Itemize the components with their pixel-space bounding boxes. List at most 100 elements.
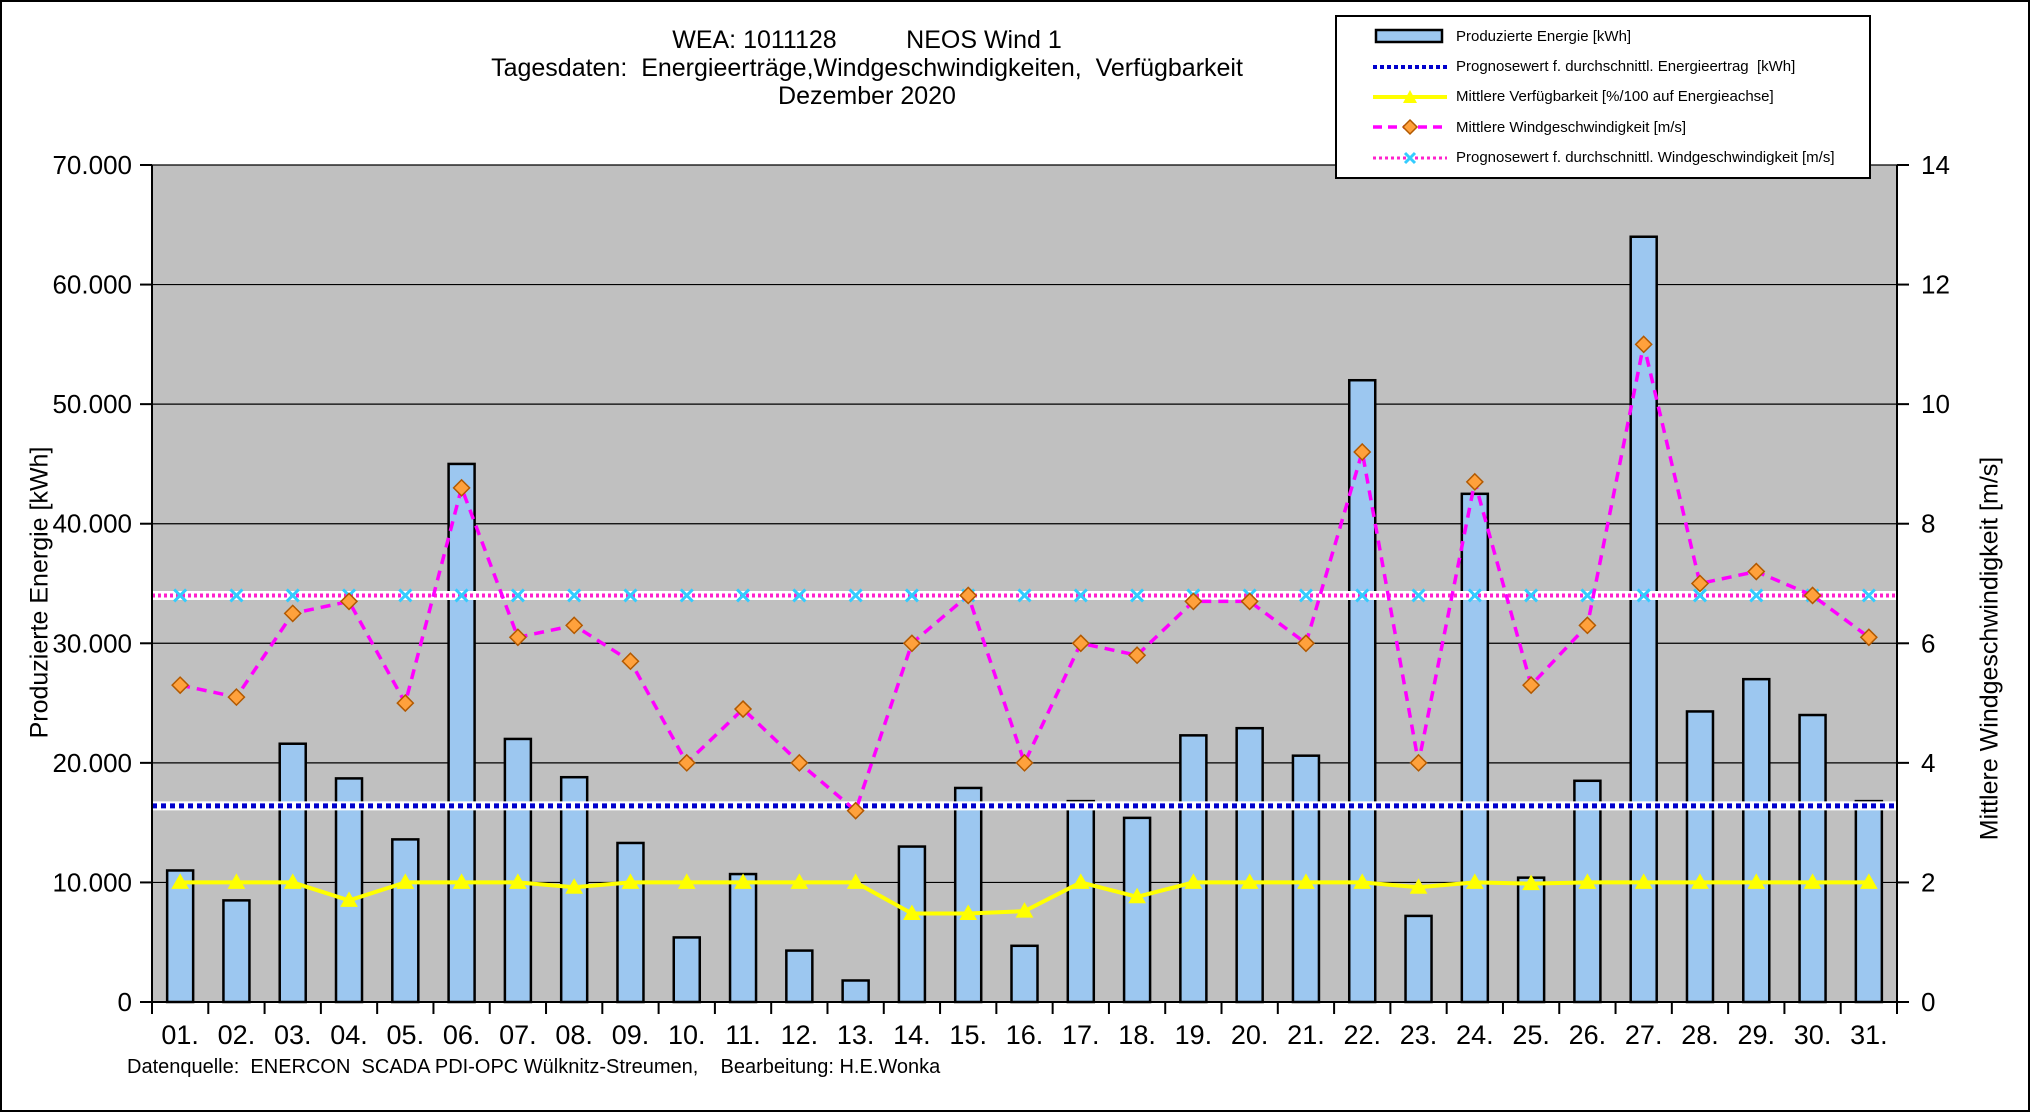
y-right-tick-label: 8 <box>1921 509 1935 539</box>
verfuegbarkeit-marker-15. <box>959 904 978 921</box>
windgeschwindigkeit-marker-01. <box>171 676 190 695</box>
y-left-tick-label: 10.000 <box>52 867 132 897</box>
windgeschwindigkeit-marker-27. <box>1634 335 1653 354</box>
chart-legend: Produzierte Energie [kWh] Prognosewert f.… <box>1335 15 1871 179</box>
verfuegbarkeit-marker-22. <box>1353 873 1372 889</box>
prognose-wind-marker <box>510 588 525 603</box>
bar-day-03. <box>278 742 307 1004</box>
windgeschwindigkeit-marker-13. <box>846 801 865 820</box>
windgeschwindigkeit-marker-03. <box>283 604 302 623</box>
prognose-wind-marker <box>285 588 300 603</box>
chart-title-line1: WEA: 1011128 NEOS Wind 1 <box>672 26 1062 54</box>
verfuegbarkeit-marker-31. <box>1859 873 1878 889</box>
legend-item-2: Prognosewert f. durchschnittl. Energieer… <box>1373 58 1863 76</box>
bar-day-23. <box>1404 914 1433 1004</box>
legend-item-1: Produzierte Energie [kWh] <box>1373 27 1863 45</box>
verfuegbarkeit-marker-07. <box>509 873 527 889</box>
verfuegbarkeit-marker-01. <box>171 873 190 889</box>
legend-swatch-dotted-magenta-x-icon <box>1373 151 1447 164</box>
bar-day-27. <box>1629 235 1658 1004</box>
legend-item-label: Produzierte Energie [kWh] <box>1456 27 1632 45</box>
x-tick-label: 17. <box>1062 1020 1100 1050</box>
bar-day-31. <box>1854 799 1884 1004</box>
x-tick-label: 16. <box>1006 1020 1044 1050</box>
prognose-wind-marker <box>1298 588 1314 603</box>
prognose-wind-marker <box>679 588 694 603</box>
x-tick-label: 26. <box>1569 1020 1607 1050</box>
y-left-tick-label: 40.000 <box>52 509 132 539</box>
verfuegbarkeit-marker-24. <box>1465 873 1484 889</box>
y-left-tick-label: 50.000 <box>52 389 132 419</box>
x-tick-label: 20. <box>1231 1020 1269 1050</box>
windgeschwindigkeit-marker-19. <box>1184 592 1203 611</box>
windgeschwindigkeit-marker-07. <box>508 628 527 647</box>
legend-item-label: Mittlere Verfügbarkeit [%/100 auf Energi… <box>1456 88 1774 106</box>
x-tick-label: 05. <box>387 1020 425 1050</box>
verfuegbarkeit-marker-25. <box>1522 874 1540 891</box>
bar-day-30. <box>1798 713 1827 1004</box>
legend-swatch-dashed-magenta-diamond-icon <box>1373 119 1447 136</box>
prognose-wind-marker <box>904 588 919 603</box>
y-left-tick-label: 60.000 <box>52 270 132 300</box>
verfuegbarkeit-marker-28. <box>1691 873 1709 889</box>
bar-day-09. <box>616 841 645 1004</box>
x-tick-label: 25. <box>1512 1020 1550 1050</box>
chart-title-line2: Tagesdaten: Energieerträge,Windgeschwind… <box>491 54 1243 82</box>
prognose-wind-marker <box>567 588 582 603</box>
legend-item-label: Mittlere Windgeschwindigkeit [m/s] <box>1456 118 1687 136</box>
legend-swatch-bar-icon <box>1374 28 1444 44</box>
bar-day-06. <box>447 462 476 1004</box>
windgeschwindigkeit-marker-28. <box>1690 574 1710 593</box>
bar-day-18. <box>1122 816 1152 1004</box>
x-tick-label: 02. <box>218 1020 256 1050</box>
legend-item-label: Prognosewert f. durchschnittl. Energieer… <box>1456 58 1796 76</box>
windgeschwindigkeit-marker-29. <box>1747 562 1766 581</box>
verfuegbarkeit-marker-08. <box>565 878 584 894</box>
x-tick-label: 11. <box>725 1020 761 1050</box>
y-right-tick-label: 12 <box>1921 270 1950 300</box>
verfuegbarkeit-marker-19. <box>1184 873 1203 889</box>
verfuegbarkeit-marker-21. <box>1297 873 1315 889</box>
y-right-tick-label: 10 <box>1921 389 1950 419</box>
x-tick-label: 13. <box>837 1020 875 1050</box>
y-right-tick-label: 4 <box>1921 748 1935 778</box>
prognose-wind-marker <box>1130 588 1145 603</box>
verfuegbarkeit-marker-10. <box>677 873 696 889</box>
x-tick-label: 06. <box>443 1020 481 1050</box>
verfuegbarkeit-marker-03. <box>283 873 302 889</box>
windgeschwindigkeit-marker-04. <box>339 592 359 611</box>
x-tick-label: 21. <box>1287 1020 1325 1050</box>
bar-day-12. <box>785 949 814 1004</box>
legend-item-4: Mittlere Windgeschwindigkeit [m/s] <box>1373 118 1863 136</box>
windgeschwindigkeit-marker-02. <box>227 688 246 707</box>
bar-day-29. <box>1742 677 1771 1004</box>
windgeschwindigkeit-marker-24. <box>1465 472 1484 491</box>
bar-day-15. <box>953 786 983 1004</box>
legend-item-label: Prognosewert f. durchschnittl. Windgesch… <box>1456 149 1835 167</box>
verfuegbarkeit-marker-09. <box>621 873 640 889</box>
bar-day-01. <box>165 869 195 1004</box>
legend-swatch-solid-yellow-triangle-icon <box>1373 89 1447 103</box>
y-left-tick-label: 30.000 <box>52 628 132 658</box>
x-tick-label: 22. <box>1343 1020 1381 1050</box>
windgeschwindigkeit-marker-08. <box>565 616 584 635</box>
x-tick-label: 27. <box>1625 1020 1663 1050</box>
verfuegbarkeit-marker-12. <box>790 873 809 889</box>
bar-day-11. <box>728 872 758 1004</box>
verfuegbarkeit-marker-17. <box>1071 873 1090 889</box>
prognose-wind-marker <box>848 588 863 603</box>
prognose-wind-marker <box>623 588 638 603</box>
bar-day-26. <box>1573 779 1602 1004</box>
prognose-wind-marker <box>454 588 469 603</box>
prognose-wind-marker <box>735 588 751 603</box>
windgeschwindigkeit-marker-10. <box>677 753 696 772</box>
x-tick-label: 07. <box>499 1020 537 1050</box>
x-tick-label: 04. <box>330 1020 368 1050</box>
windgeschwindigkeit-marker-14. <box>902 634 921 653</box>
x-tick-label: 24. <box>1456 1020 1494 1050</box>
bar-day-05. <box>391 838 420 1004</box>
windgeschwindigkeit-marker-30. <box>1803 586 1822 605</box>
y-axis-left-title: Produzierte Energie [kWh] <box>25 446 54 739</box>
prognose-wind-marker <box>173 588 188 603</box>
